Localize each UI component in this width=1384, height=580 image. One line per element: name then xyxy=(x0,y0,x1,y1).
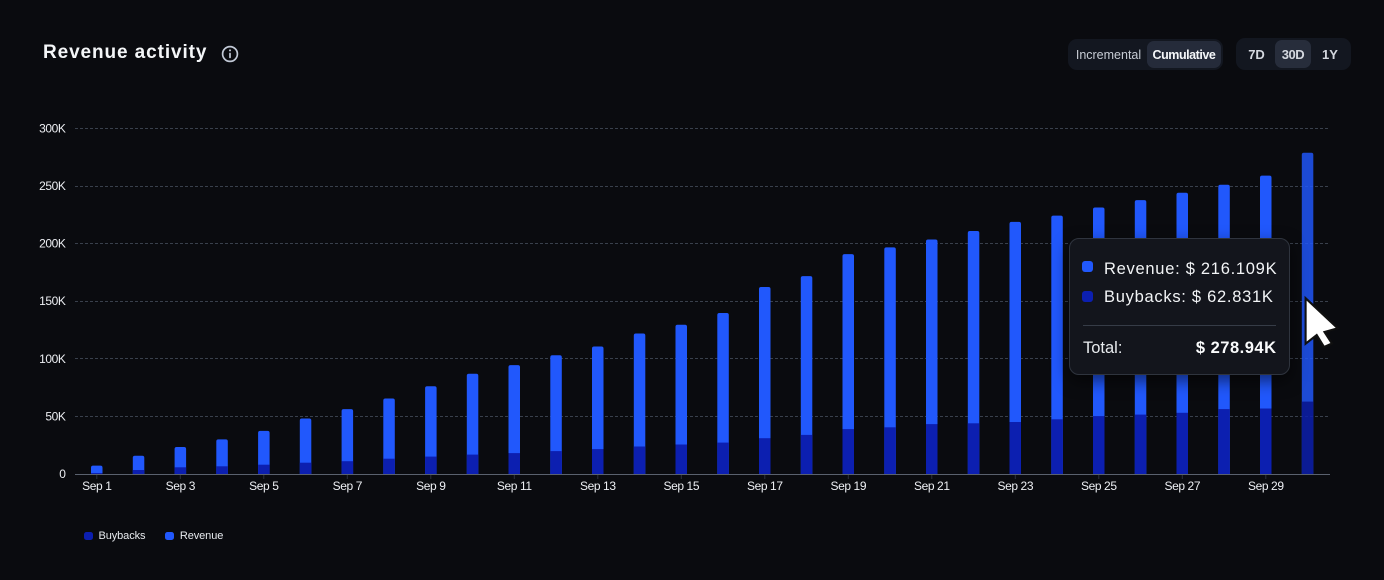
svg-text:Sep 27: Sep 27 xyxy=(1164,479,1200,493)
svg-text:Sep 1: Sep 1 xyxy=(82,479,112,493)
svg-text:0: 0 xyxy=(59,467,66,481)
svg-text:Sep 19: Sep 19 xyxy=(830,479,866,493)
svg-text:Sep 5: Sep 5 xyxy=(249,479,279,493)
svg-text:Sep 25: Sep 25 xyxy=(1081,479,1117,493)
svg-text:Sep 15: Sep 15 xyxy=(663,479,699,493)
svg-text:Sep 21: Sep 21 xyxy=(914,479,950,493)
svg-text:Sep 9: Sep 9 xyxy=(416,479,446,493)
svg-text:100K: 100K xyxy=(39,352,66,366)
svg-text:Sep 13: Sep 13 xyxy=(580,479,616,493)
svg-text:300K: 300K xyxy=(39,121,66,135)
svg-text:Sep 29: Sep 29 xyxy=(1248,479,1284,493)
svg-text:Sep 3: Sep 3 xyxy=(166,479,196,493)
svg-text:150K: 150K xyxy=(39,294,66,308)
svg-text:50K: 50K xyxy=(45,409,66,423)
svg-text:Sep 7: Sep 7 xyxy=(333,479,363,493)
svg-text:Sep 11: Sep 11 xyxy=(497,479,532,493)
svg-text:250K: 250K xyxy=(39,179,66,193)
svg-text:Sep 17: Sep 17 xyxy=(747,479,783,493)
svg-text:Sep 23: Sep 23 xyxy=(997,479,1033,493)
svg-text:200K: 200K xyxy=(39,237,66,251)
